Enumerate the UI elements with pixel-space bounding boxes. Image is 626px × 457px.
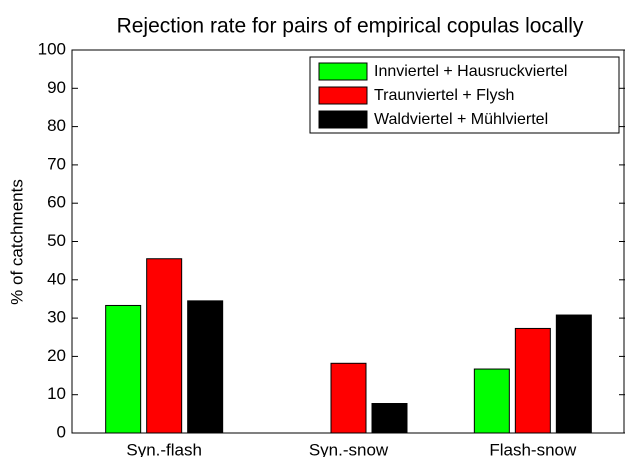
plot-frame — [71, 49, 625, 434]
bar — [473, 368, 510, 434]
y-tick-label: 20 — [47, 346, 66, 365]
bar — [105, 304, 142, 434]
y-tick-label: 40 — [47, 269, 66, 288]
y-tick-label: 30 — [47, 308, 66, 327]
x-tick-label: Syn.-snow — [309, 440, 389, 457]
bar — [371, 403, 408, 434]
x-tick-label: Flash-snow — [489, 440, 577, 457]
y-tick-label: 100 — [38, 39, 66, 58]
y-tick-label: 90 — [47, 78, 66, 97]
bar — [146, 258, 183, 434]
y-tick-label: 70 — [47, 154, 66, 173]
legend-label: Innviertel + Hausruckviertel — [374, 63, 567, 80]
y-tick-label: 0 — [57, 422, 66, 441]
bar — [555, 314, 592, 434]
chart-title: Rejection rate for pairs of empirical co… — [117, 15, 584, 38]
x-tick-label: Syn.-flash — [126, 440, 202, 457]
legend-swatch — [318, 62, 368, 81]
legend-swatch — [318, 86, 368, 105]
legend-swatch — [318, 110, 368, 129]
bar — [514, 327, 551, 434]
y-axis-label: % of catchments — [7, 179, 26, 305]
y-tick-label: 50 — [47, 231, 66, 250]
y-tick-label: 80 — [47, 116, 66, 135]
legend-label: Traunviertel + Flysh — [374, 87, 514, 104]
bar — [330, 362, 367, 434]
legend-label: Waldviertel + Mühlviertel — [374, 111, 548, 128]
y-tick-label: 60 — [47, 193, 66, 212]
y-tick-label: 10 — [47, 384, 66, 403]
bar — [187, 300, 224, 434]
